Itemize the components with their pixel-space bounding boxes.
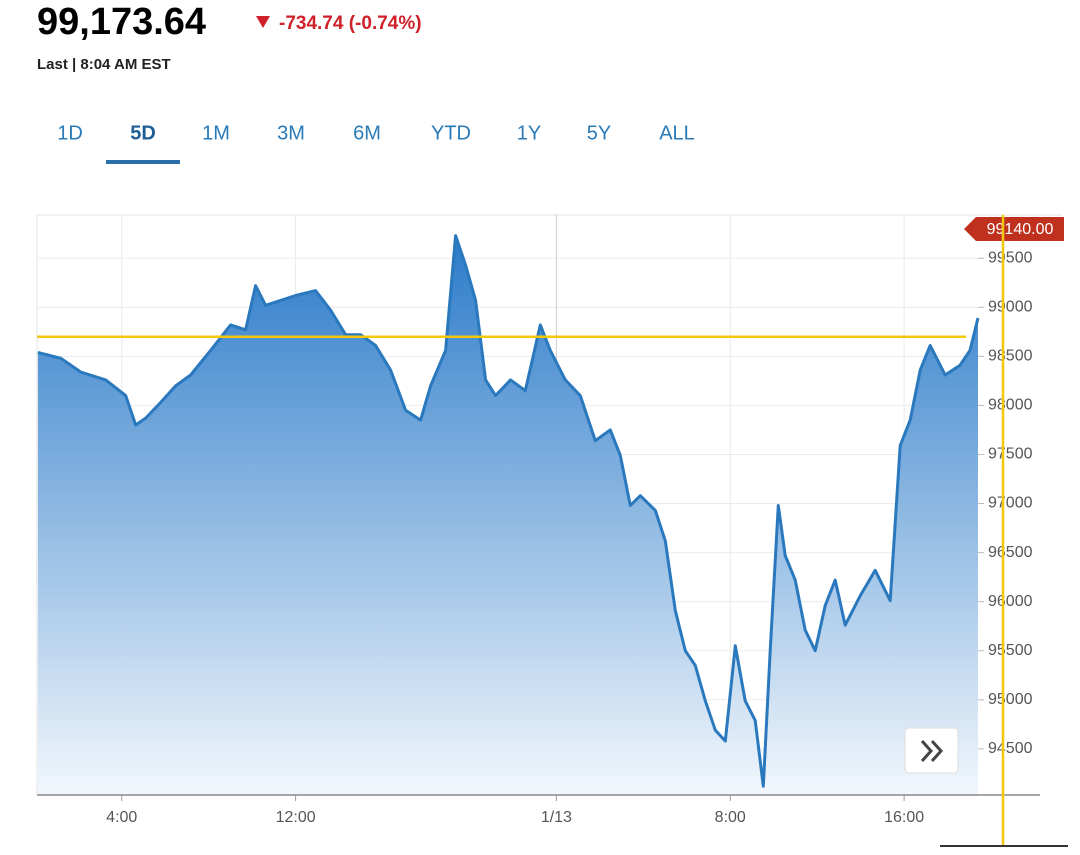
y-tick-label: 95000	[988, 691, 1033, 708]
y-tick-label: 96000	[988, 593, 1033, 610]
y-tick-label: 99000	[988, 298, 1033, 315]
y-tick-label: 97500	[988, 446, 1033, 463]
tab-underline	[106, 160, 180, 164]
area-fill	[37, 235, 978, 796]
tab[interactable]: 1Y	[517, 122, 541, 144]
x-tick-label: 16:00	[884, 809, 924, 826]
tab-bar: 1D 5D 1M 3M 6M YTD 1Y 5Y ALL	[57, 122, 695, 164]
x-tick-label: 1/13	[541, 809, 572, 826]
y-tick-label: 95500	[988, 642, 1033, 659]
x-tick-label: 12:00	[276, 809, 316, 826]
y-tick-label: 99500	[988, 249, 1033, 266]
x-tick-label: 8:00	[715, 809, 746, 826]
tab[interactable]: 6M	[353, 122, 381, 144]
scroll-icon	[920, 739, 944, 763]
y-tick-label: 97000	[988, 495, 1033, 512]
tab[interactable]: ALL	[659, 122, 695, 144]
price-line	[37, 234, 980, 788]
tab[interactable]: 5D	[130, 122, 156, 144]
y-tick-label: 98000	[988, 397, 1033, 414]
price-change: -734.74 (-0.74%)	[279, 13, 422, 34]
price-badge	[964, 217, 1064, 241]
down-arrow	[256, 16, 270, 28]
scroll-button[interactable]	[904, 727, 959, 774]
plot: 94500 95000 95500 96000 96500 97000 97500 98000…	[36, 214, 1064, 826]
y-tick-label: 96500	[988, 544, 1033, 561]
tab[interactable]: YTD	[431, 122, 471, 144]
price: 99,173.64	[37, 1, 206, 43]
y-tick-label: 98500	[988, 348, 1033, 365]
tab[interactable]: 1D	[57, 122, 83, 144]
x-tick-label: 4:00	[106, 809, 137, 826]
price-badge-label: 99140.00	[987, 221, 1054, 238]
last-label: Last | 8:04 AM EST	[37, 56, 171, 73]
tab[interactable]: 5Y	[587, 122, 611, 144]
tab[interactable]: 3M	[277, 122, 305, 144]
y-tick-label: 94500	[988, 740, 1033, 757]
tab[interactable]: 1M	[202, 122, 230, 144]
